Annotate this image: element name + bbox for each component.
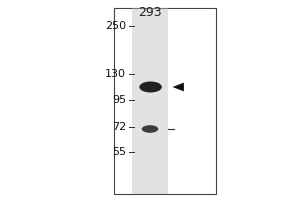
Text: 55: 55 bbox=[112, 147, 126, 157]
Bar bbox=[132, 8, 168, 194]
Text: 293: 293 bbox=[138, 5, 162, 19]
Text: 130: 130 bbox=[105, 69, 126, 79]
Text: 250: 250 bbox=[105, 21, 126, 31]
Text: 72: 72 bbox=[112, 122, 126, 132]
Polygon shape bbox=[172, 83, 184, 91]
Ellipse shape bbox=[142, 125, 158, 133]
Ellipse shape bbox=[139, 82, 162, 92]
Bar bbox=[114, 8, 216, 194]
Text: 95: 95 bbox=[112, 95, 126, 105]
